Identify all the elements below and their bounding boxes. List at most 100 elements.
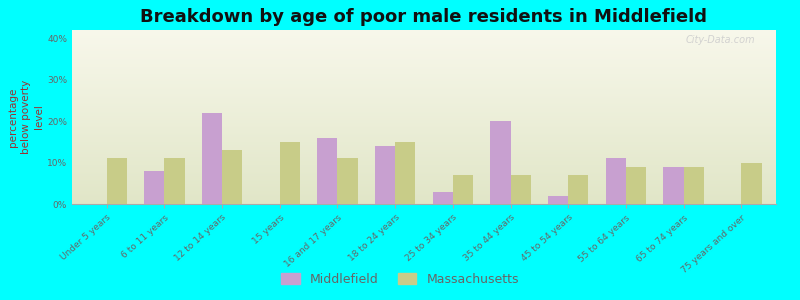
Bar bbox=[72, 118, 776, 119]
Bar bbox=[72, 163, 776, 164]
Bar bbox=[72, 147, 776, 148]
Bar bbox=[72, 180, 776, 181]
Bar bbox=[72, 89, 776, 90]
Bar bbox=[222, 150, 242, 204]
Bar bbox=[72, 95, 776, 96]
Bar bbox=[72, 125, 776, 126]
Bar bbox=[72, 94, 776, 95]
Bar bbox=[395, 142, 415, 204]
Bar bbox=[72, 190, 776, 191]
Bar bbox=[72, 173, 776, 174]
Bar bbox=[72, 99, 776, 100]
Bar bbox=[72, 42, 776, 43]
Title: Breakdown by age of poor male residents in Middlefield: Breakdown by age of poor male residents … bbox=[141, 8, 707, 26]
Bar bbox=[72, 186, 776, 187]
Bar bbox=[72, 103, 776, 104]
Bar bbox=[72, 34, 776, 35]
Bar bbox=[72, 170, 776, 171]
Bar bbox=[72, 59, 776, 60]
Bar bbox=[490, 121, 510, 204]
Bar bbox=[72, 81, 776, 82]
Bar bbox=[72, 135, 776, 136]
Bar bbox=[72, 112, 776, 113]
Bar bbox=[72, 70, 776, 71]
Bar bbox=[72, 40, 776, 41]
Bar bbox=[72, 100, 776, 101]
Bar bbox=[72, 120, 776, 121]
Bar bbox=[72, 39, 776, 40]
Bar bbox=[72, 50, 776, 51]
Bar bbox=[72, 109, 776, 110]
Bar bbox=[72, 176, 776, 177]
Bar bbox=[72, 169, 776, 170]
Bar bbox=[72, 145, 776, 146]
Bar bbox=[72, 137, 776, 138]
Bar bbox=[72, 93, 776, 94]
Bar bbox=[72, 67, 776, 68]
Bar bbox=[72, 36, 776, 37]
Bar bbox=[72, 148, 776, 149]
Bar bbox=[72, 128, 776, 129]
Bar bbox=[72, 49, 776, 50]
Bar bbox=[72, 143, 776, 144]
Bar bbox=[72, 80, 776, 81]
Bar bbox=[72, 105, 776, 106]
Bar bbox=[72, 196, 776, 197]
Bar bbox=[72, 171, 776, 172]
Bar bbox=[72, 121, 776, 122]
Bar bbox=[72, 72, 776, 73]
Bar bbox=[72, 53, 776, 54]
Bar bbox=[72, 43, 776, 44]
Bar bbox=[72, 63, 776, 64]
Bar bbox=[72, 66, 776, 67]
Bar bbox=[72, 56, 776, 57]
Bar bbox=[72, 179, 776, 180]
Bar bbox=[72, 192, 776, 193]
Bar bbox=[72, 131, 776, 132]
Bar bbox=[72, 178, 776, 179]
Bar bbox=[453, 175, 473, 204]
Bar bbox=[72, 48, 776, 49]
Bar bbox=[72, 54, 776, 55]
Bar bbox=[72, 119, 776, 120]
Bar bbox=[106, 158, 127, 204]
Bar bbox=[72, 44, 776, 45]
Bar bbox=[280, 142, 300, 204]
Text: City-Data.com: City-Data.com bbox=[686, 35, 755, 45]
Bar bbox=[568, 175, 589, 204]
Bar bbox=[338, 158, 358, 204]
Bar bbox=[72, 191, 776, 192]
Bar bbox=[72, 132, 776, 133]
Bar bbox=[684, 167, 704, 204]
Bar bbox=[72, 37, 776, 38]
Bar bbox=[72, 146, 776, 147]
Bar bbox=[72, 166, 776, 167]
Bar bbox=[72, 83, 776, 84]
Bar bbox=[72, 90, 776, 91]
Bar bbox=[72, 88, 776, 89]
Bar bbox=[72, 38, 776, 39]
Bar bbox=[72, 77, 776, 78]
Bar bbox=[72, 31, 776, 32]
Y-axis label: percentage
below poverty
level: percentage below poverty level bbox=[8, 80, 44, 154]
Bar bbox=[72, 136, 776, 137]
Bar bbox=[72, 30, 776, 31]
Bar bbox=[72, 159, 776, 160]
Bar bbox=[72, 154, 776, 155]
Bar bbox=[72, 75, 776, 76]
Bar bbox=[72, 161, 776, 162]
Bar bbox=[72, 111, 776, 112]
Bar bbox=[72, 108, 776, 109]
Bar bbox=[72, 144, 776, 145]
Bar bbox=[72, 86, 776, 87]
Bar bbox=[72, 127, 776, 128]
Bar bbox=[72, 138, 776, 139]
Bar bbox=[72, 58, 776, 59]
Bar bbox=[72, 101, 776, 102]
Bar bbox=[72, 116, 776, 117]
Bar bbox=[72, 156, 776, 157]
Bar bbox=[72, 98, 776, 99]
Bar bbox=[72, 150, 776, 151]
Bar bbox=[72, 165, 776, 166]
Bar bbox=[72, 47, 776, 48]
